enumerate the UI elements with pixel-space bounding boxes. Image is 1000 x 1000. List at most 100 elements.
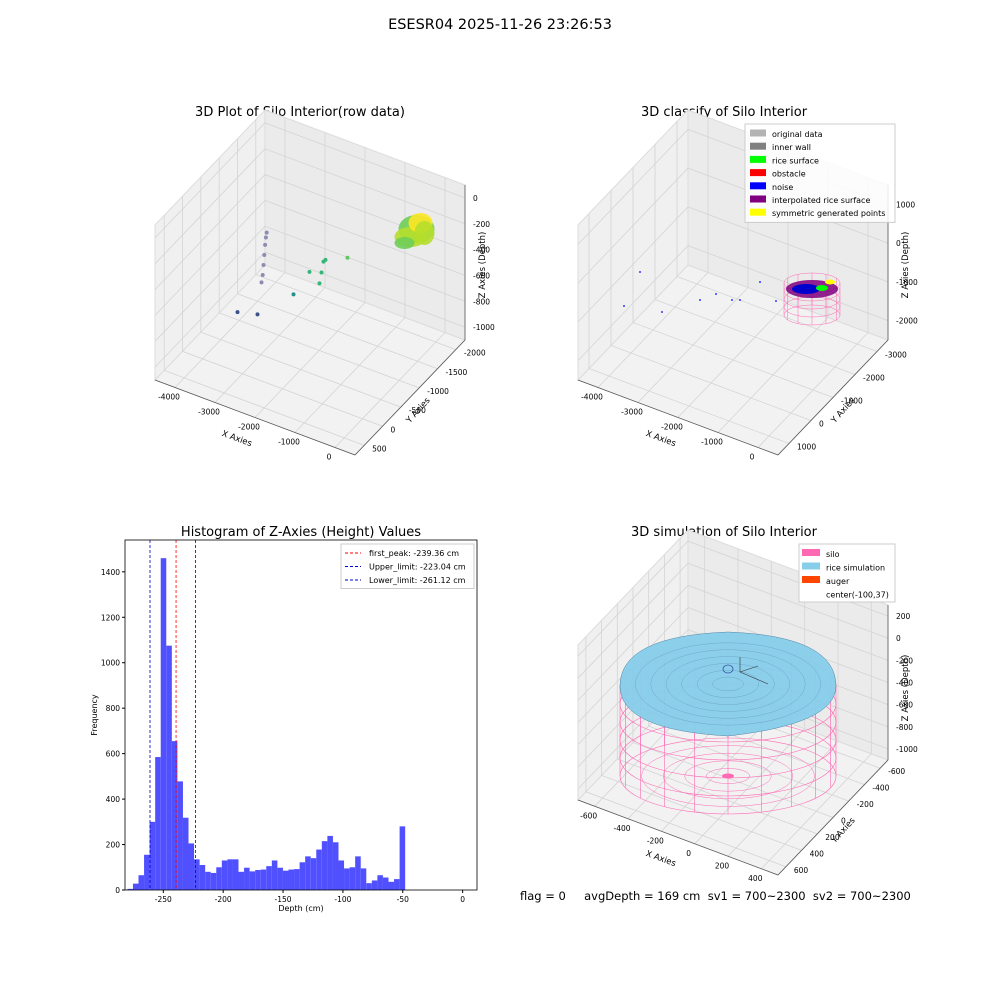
histogram-bar [216, 867, 222, 890]
histogram-bar [160, 558, 167, 890]
legend-label: rice surface [772, 156, 819, 165]
histogram-bar [149, 821, 156, 890]
center-axis-x [739, 671, 769, 685]
data-point [323, 257, 328, 262]
noise-point [759, 281, 761, 283]
histogram-bar [221, 860, 228, 890]
y-axis-line [777, 759, 889, 876]
y-tick-label: 600 [106, 750, 121, 759]
silo-floor-center [722, 773, 734, 779]
noise-point [775, 300, 777, 302]
histogram-bar [227, 859, 233, 890]
y-gridline [585, 636, 787, 868]
z-tick-label: -600 [896, 701, 913, 710]
legend-box [340, 543, 475, 589]
histogram-bar [344, 868, 350, 890]
legend-swatch [802, 549, 820, 556]
legend-swatch [750, 169, 766, 177]
histogram-bar [210, 872, 217, 890]
x-tick-label: -200 [215, 895, 232, 904]
legend-swatch [750, 129, 766, 137]
x-gridline [214, 132, 326, 403]
noise-point [699, 299, 701, 301]
y-tick-label: 1000 [797, 443, 816, 452]
z-tick-label: 0 [896, 634, 901, 643]
histogram-bar [182, 817, 189, 890]
histogram-bar [294, 869, 300, 890]
y-tick-label: -1500 [446, 368, 468, 377]
x-tick-label: 0 [686, 849, 691, 858]
histogram-bar [249, 871, 256, 890]
x-gridline [254, 147, 366, 418]
legend-swatch [802, 562, 820, 570]
chart-title: 3D classify of Silo Interior [641, 105, 808, 120]
x-gridline [727, 586, 839, 857]
legend-label: original data [772, 130, 823, 139]
silo-floor-ring [684, 760, 772, 792]
data-point [264, 230, 269, 235]
histogram-bar [282, 870, 289, 890]
z-axis-label: Z Axies (Depth) [478, 232, 488, 299]
data-point [235, 310, 240, 315]
y-gridline [632, 587, 834, 818]
histogram-bar [260, 869, 267, 890]
histogram-bar [371, 880, 378, 890]
rice-mesh-ring [712, 676, 744, 692]
histogram-bar [299, 862, 306, 890]
y-tick-label: 400 [810, 849, 825, 858]
histogram-bar [327, 835, 333, 890]
symmetric-points-patch [825, 279, 835, 285]
z-gridline [577, 562, 889, 679]
rice-mesh-ring [635, 642, 821, 726]
y-gridline [616, 603, 818, 835]
y-tick-label: -200 [857, 800, 874, 809]
x-axis-label: Depth (cm) [278, 904, 323, 913]
x-axis-line [577, 379, 779, 456]
plot-frame [124, 539, 478, 891]
z-gridline [154, 251, 466, 368]
y-tick-label: -600 [888, 767, 905, 776]
legend-label: interpolated rice surface [772, 196, 870, 205]
data-point [261, 263, 266, 267]
y-tick-label: 0 [391, 425, 396, 434]
histogram-bar [188, 843, 195, 890]
z-tick-label: -2000 [896, 317, 918, 326]
z-tick-label: 0 [473, 194, 478, 203]
histogram-bar [171, 741, 178, 890]
y-tick-label: -500 [409, 406, 426, 415]
x-tick-label: -3000 [198, 408, 220, 417]
histogram-bar [127, 888, 133, 890]
rice-cluster-blob [414, 221, 435, 245]
y-gridline [237, 138, 438, 370]
histogram-bar [166, 645, 172, 890]
z-tick-label: -1000 [896, 278, 918, 287]
z-gridline [154, 148, 466, 265]
y-tick-label: -1000 [427, 387, 449, 396]
histogram-bar [244, 867, 250, 890]
y-tick-label: -1000 [841, 397, 863, 406]
x-tick-label: -2000 [238, 423, 260, 432]
chart-title: Histogram of Z-Axies (Height) Values [181, 525, 421, 540]
z-gridline [154, 225, 466, 342]
x-axis-line [154, 379, 356, 456]
x-axis-label: X Axies [220, 429, 253, 449]
panel-simulation: 3D simulation of Silo Interior -600 -400 -2… [577, 525, 918, 883]
legend-label: Lower_limit: -261.12 cm [369, 576, 466, 585]
z-tick-label: -200 [473, 220, 490, 229]
data-point [263, 242, 268, 247]
z-tick-label: -400 [896, 679, 913, 688]
y-gridline [218, 157, 420, 389]
x-gridline [597, 117, 709, 388]
y-gridline [654, 144, 856, 375]
z-tick-label: -1000 [473, 323, 495, 332]
histogram-bar [199, 865, 206, 890]
y-tick-label: -3000 [885, 351, 907, 360]
chart-title: 3D Plot of Silo Interior(row data) [195, 105, 405, 120]
y-gridline [588, 213, 790, 444]
center-axis-y [739, 665, 759, 673]
histogram-bar [255, 870, 261, 890]
x-tick-label: -3000 [621, 408, 643, 417]
noise-point [731, 299, 733, 301]
auger-marker [722, 664, 734, 674]
